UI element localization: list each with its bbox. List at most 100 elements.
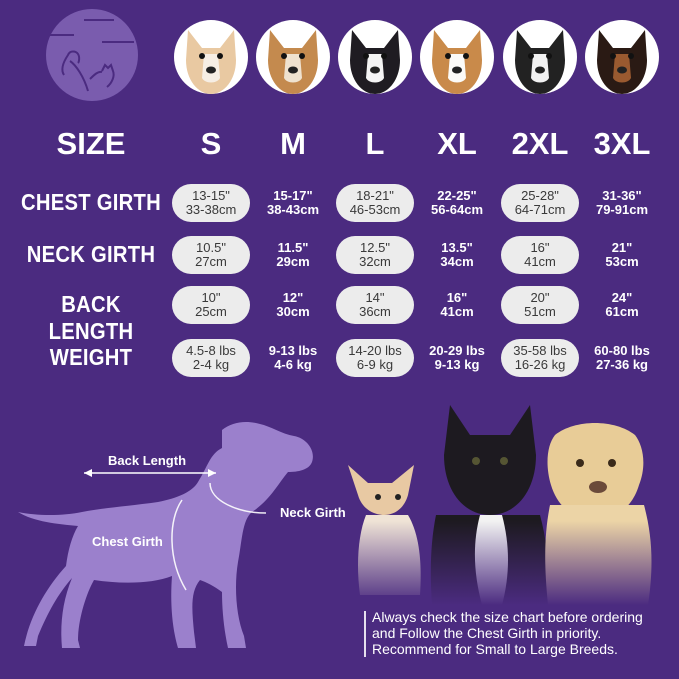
metric-value: 38-43cm: [266, 202, 320, 217]
imperial-value: 16": [446, 290, 468, 305]
imperial-value: 13-15": [192, 188, 230, 203]
size-cell: 11.5" 29cm: [254, 236, 332, 274]
size-cell: 12" 30cm: [254, 286, 332, 324]
size-cell: 35-58 lbs 16-26 kg: [501, 339, 579, 377]
size-col-m: M: [280, 126, 306, 161]
imperial-value: 24": [611, 290, 633, 305]
imperial-value: 10.5": [196, 240, 226, 255]
imperial-value: 9-13 lbs: [268, 343, 318, 358]
dog-silhouette: [18, 422, 313, 648]
size-cell: 14-20 lbs 6-9 kg: [336, 339, 414, 377]
note-line-2: and Follow the Chest Girth in priority.: [372, 625, 602, 641]
metric-value: 2-4 kg: [192, 357, 230, 372]
size-cell: 60-80 lbs 27-36 kg: [583, 339, 661, 377]
size-cell: 25-28" 64-71cm: [501, 184, 579, 222]
dog-photo-s: [174, 20, 248, 94]
metric-value: 32cm: [359, 254, 391, 269]
metric-value: 56-64cm: [430, 202, 484, 217]
metric-value: 41cm: [440, 304, 474, 319]
note-line-1: Always check the size chart before order…: [372, 609, 643, 625]
dog-cat-logo-icon: [46, 9, 138, 101]
back-length-label: Back Length: [108, 453, 187, 468]
size-cell: 20" 51cm: [501, 286, 579, 324]
metric-value: 46-53cm: [349, 202, 401, 217]
imperial-value: 14-20 lbs: [348, 343, 402, 358]
imperial-value: 13.5": [441, 240, 473, 255]
chest-girth-label: Chest Girth: [92, 534, 163, 549]
metric-value: 51cm: [524, 304, 556, 319]
imperial-value: 22-25": [437, 188, 477, 203]
imperial-value: 11.5": [277, 240, 309, 255]
size-col-l: L: [365, 126, 385, 161]
imperial-value: 20": [530, 290, 550, 305]
metric-value: 25cm: [195, 304, 227, 319]
size-cell: 4.5-8 lbs 2-4 kg: [172, 339, 250, 377]
size-header: SIZE: [56, 126, 126, 161]
size-cell: 21" 53cm: [583, 236, 661, 274]
imperial-value: 31-36": [602, 188, 642, 203]
dog-photo-m: [256, 20, 330, 94]
metric-value: 64-71cm: [514, 202, 566, 217]
size-cell: 31-36" 79-91cm: [583, 184, 661, 222]
metric-value: 34cm: [440, 254, 474, 269]
row-label: WEIGHT: [49, 344, 133, 370]
size-cell: 13.5" 34cm: [418, 236, 496, 274]
size-cell: 14" 36cm: [336, 286, 414, 324]
metric-value: 79-91cm: [595, 202, 649, 217]
imperial-value: 12": [282, 290, 304, 305]
size-cell: 13-15" 33-38cm: [172, 184, 250, 222]
metric-value: 9-13 kg: [434, 357, 480, 372]
metric-value: 27cm: [195, 254, 227, 269]
row-label: CHEST GIRTH: [20, 189, 162, 215]
note-divider: [364, 611, 366, 657]
imperial-value: 15-17": [273, 188, 313, 203]
note-line-3: Recommend for Small to Large Breeds.: [372, 641, 618, 657]
size-cell: 16" 41cm: [501, 236, 579, 274]
metric-value: 36cm: [359, 304, 391, 319]
neck-girth-label: Neck Girth: [280, 505, 346, 520]
dog-photo-xl: [420, 20, 494, 94]
imperial-value: 16": [530, 240, 550, 255]
size-note: Always check the size chart before order…: [372, 609, 643, 657]
imperial-value: 12.5": [360, 240, 390, 255]
size-cell: 15-17" 38-43cm: [254, 184, 332, 222]
imperial-value: 20-29 lbs: [429, 343, 485, 358]
metric-value: 30cm: [276, 304, 310, 319]
imperial-value: 35-58 lbs: [513, 343, 567, 358]
row-label: NECK GIRTH: [26, 241, 156, 267]
size-cell: 24" 61cm: [583, 286, 661, 324]
size-col-3xl: 3XL: [593, 126, 651, 161]
size-cell: 16" 41cm: [418, 286, 496, 324]
size-cell: 12.5" 32cm: [336, 236, 414, 274]
row-label: BACK LENGTH: [48, 291, 134, 344]
dogs-photo: [340, 395, 660, 605]
metric-value: 4-6 kg: [274, 357, 312, 372]
imperial-value: 10": [201, 290, 221, 305]
size-cell: 18-21" 46-53cm: [336, 184, 414, 222]
metric-value: 27-36 kg: [595, 357, 649, 372]
imperial-value: 14": [365, 290, 385, 305]
metric-value: 41cm: [524, 254, 556, 269]
metric-value: 53cm: [605, 254, 639, 269]
dog-photo-3xl: [585, 20, 659, 94]
size-cell: 22-25" 56-64cm: [418, 184, 496, 222]
size-col-xl: XL: [437, 126, 477, 161]
imperial-value: 60-80 lbs: [594, 343, 650, 358]
imperial-value: 25-28": [521, 188, 559, 203]
size-cell: 20-29 lbs 9-13 kg: [418, 339, 496, 377]
metric-value: 61cm: [605, 304, 639, 319]
size-col-s: S: [200, 126, 222, 161]
metric-value: 29cm: [276, 254, 310, 269]
imperial-value: 4.5-8 lbs: [186, 343, 236, 358]
size-cell: 9-13 lbs 4-6 kg: [254, 339, 332, 377]
imperial-value: 21": [611, 240, 633, 255]
size-cell: 10.5" 27cm: [172, 236, 250, 274]
size-cell: 10" 25cm: [172, 286, 250, 324]
dog-photo-l: [338, 20, 412, 94]
imperial-value: 18-21": [356, 188, 394, 203]
metric-value: 33-38cm: [185, 202, 237, 217]
metric-value: 16-26 kg: [514, 357, 566, 372]
metric-value: 6-9 kg: [356, 357, 394, 372]
size-col-2xl: 2XL: [511, 126, 569, 161]
dog-photo-2xl: [503, 20, 577, 94]
